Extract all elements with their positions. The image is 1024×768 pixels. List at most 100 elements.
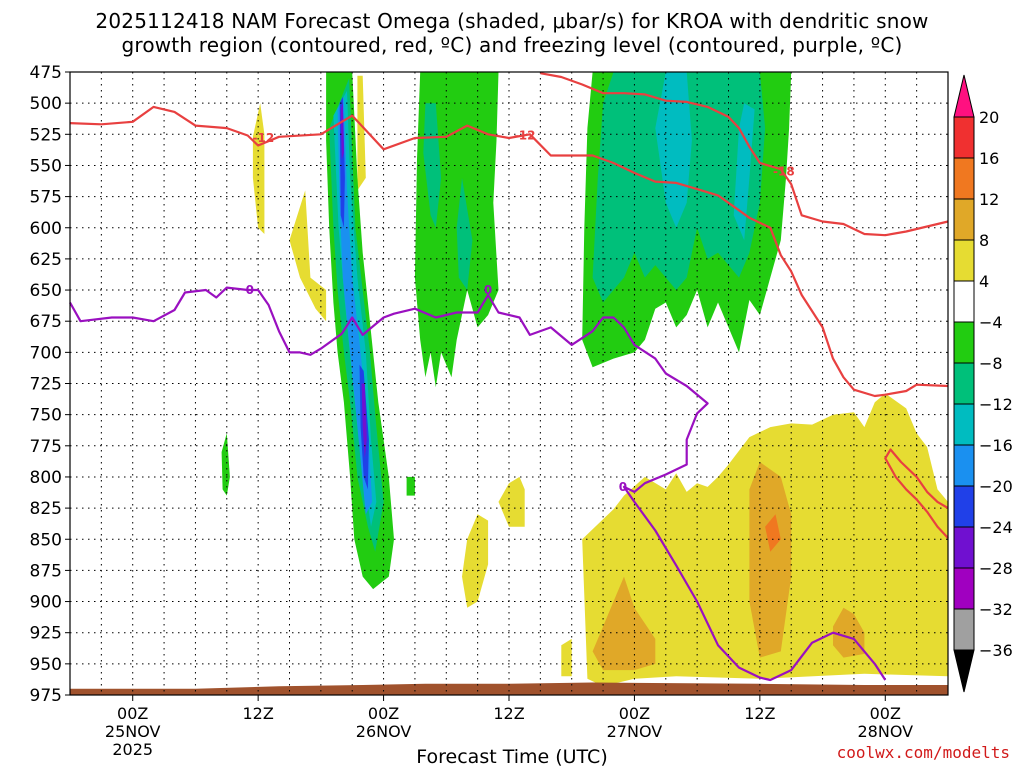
omega-shading-layer xyxy=(221,72,948,687)
x-tick-label: 12Z xyxy=(493,704,524,723)
x-tick-label: 12Z xyxy=(242,704,273,723)
y-tick-label: 975 xyxy=(30,686,62,706)
colorbar-swatch xyxy=(953,280,975,323)
grid-layer xyxy=(69,71,949,696)
y-tick-label: 600 xyxy=(30,219,62,239)
contour-label-dgz-3: -18 xyxy=(773,165,795,179)
contour-dgz-lower-loop xyxy=(884,448,949,539)
colorbar-label: 16 xyxy=(979,149,999,168)
x-tick-label: 00Z xyxy=(368,704,399,723)
omega-16-27nov xyxy=(655,72,692,228)
x-tick-date: 28NOV xyxy=(857,722,913,741)
x-tick-label: 00Z xyxy=(117,704,148,723)
omega-neg-speck xyxy=(221,433,230,496)
colorbar-swatch xyxy=(953,485,975,528)
colorbar-label: 4 xyxy=(979,272,989,291)
colorbar-swatch xyxy=(953,198,975,241)
omega-28-column-b xyxy=(361,383,367,459)
colorbar-swatch xyxy=(953,116,975,159)
chart-title-line2: growth region (contoured, red, ºC) and f… xyxy=(121,33,903,57)
colorbar-swatch xyxy=(953,321,975,364)
colorbar-label: −32 xyxy=(979,600,1013,619)
y-tick-label: 700 xyxy=(30,343,62,363)
contour-label-dgz-2: -12 xyxy=(514,129,536,143)
colorbar-label: −16 xyxy=(979,436,1013,455)
omega-8-27nov-a xyxy=(592,576,656,671)
y-tick-label: 525 xyxy=(30,125,62,145)
y-tick-label: 575 xyxy=(30,188,62,208)
colorbar-label: 12 xyxy=(979,190,999,209)
y-tick-label: 650 xyxy=(30,281,62,301)
x-tick-date: 25NOV xyxy=(105,722,161,741)
omega-12-26nov-b xyxy=(456,177,473,290)
contour-dgz-upper xyxy=(69,105,949,398)
omega-neg-speck-b xyxy=(406,476,415,496)
colorbar-label: −36 xyxy=(979,641,1013,660)
contour-label-fz-2: 0 xyxy=(484,283,492,297)
y-tick-label: 500 xyxy=(30,94,62,114)
colorbar-swatch xyxy=(953,239,975,282)
y-tick-label: 750 xyxy=(30,406,62,426)
colorbar-swatch xyxy=(953,567,975,610)
chart-title-line1: 2025112418 NAM Forecast Omega (shaded, μ… xyxy=(95,9,929,33)
y-tick-label: 725 xyxy=(30,375,62,395)
y-tick-label: 475 xyxy=(30,63,62,83)
y-tick-label: 775 xyxy=(30,437,62,457)
x-tick-label: 12Z xyxy=(744,704,775,723)
omega-pos-region-15z xyxy=(289,190,327,322)
omega-24-column xyxy=(339,96,345,228)
y-tick-label: 900 xyxy=(30,593,62,613)
colorbar-label: −4 xyxy=(979,313,1003,332)
omega-16-27nov-b xyxy=(733,103,755,241)
omega-8-27nov-c xyxy=(833,607,865,658)
colorbar-label: −28 xyxy=(979,559,1013,578)
y-tick-label: 875 xyxy=(30,561,62,581)
colorbar-label: −8 xyxy=(979,354,1003,373)
contour-layer: -12 -12 -18 0 0 0 xyxy=(69,72,949,682)
x-tick-date: 26NOV xyxy=(356,722,412,741)
colorbar-layer: 20 16 12 8 4 −4 −8 −12 −16 −20 −24 −28 −32 −36 xyxy=(953,74,1013,693)
axes-layer: 475 500 525 550 575 600 625 650 675 700 725 750 775 8… xyxy=(30,63,949,759)
omega-pos-region-21z-strip xyxy=(357,75,366,191)
colorbar-bottom-arrow xyxy=(953,649,975,693)
terrain-layer xyxy=(70,682,948,695)
colorbar-swatch xyxy=(953,444,975,487)
omega-pos-region-12z-strip xyxy=(252,103,265,234)
credit-text: coolwx.com/modelts xyxy=(836,743,1010,762)
y-tick-label: 850 xyxy=(30,530,62,550)
omega-pos-region-small xyxy=(561,638,572,677)
contour-label-fz-3: 0 xyxy=(619,480,627,494)
omega-pos-region-blob xyxy=(462,514,489,608)
y-tick-label: 825 xyxy=(30,499,62,519)
omega-pos-region-30n xyxy=(498,476,525,527)
colorbar-label: −12 xyxy=(979,395,1013,414)
y-tick-label: 800 xyxy=(30,468,62,488)
colorbar-swatch xyxy=(953,526,975,569)
omega-12-27nov xyxy=(765,514,781,552)
colorbar-label: 20 xyxy=(979,108,999,127)
contour-freezing-level xyxy=(69,286,887,682)
y-tick-label: 925 xyxy=(30,624,62,644)
omega-28-column xyxy=(340,103,344,160)
colorbar-swatch xyxy=(953,362,975,405)
y-tick-label: 550 xyxy=(30,156,62,176)
x-tick-year: 2025 xyxy=(112,740,153,759)
x-tick-date: 27NOV xyxy=(607,722,663,741)
y-tick-label: 950 xyxy=(30,655,62,675)
x-tick-label: 00Z xyxy=(870,704,901,723)
contour-dgz-top xyxy=(540,72,949,237)
colorbar-label: −24 xyxy=(979,518,1013,537)
x-axis-title: Forecast Time (UTC) xyxy=(416,746,608,768)
y-tick-label: 625 xyxy=(30,250,62,270)
colorbar-label: 8 xyxy=(979,231,989,250)
terrain-ground xyxy=(70,682,948,695)
y-tick-label: 675 xyxy=(30,312,62,332)
colorbar-swatch xyxy=(953,403,975,446)
colorbar-swatch xyxy=(953,157,975,200)
colorbar-swatch xyxy=(953,608,975,651)
contour-label-fz-1: 0 xyxy=(246,283,254,297)
x-tick-label: 00Z xyxy=(619,704,650,723)
contour-label-dgz-1: -12 xyxy=(253,131,275,145)
colorbar-label: −20 xyxy=(979,477,1013,496)
